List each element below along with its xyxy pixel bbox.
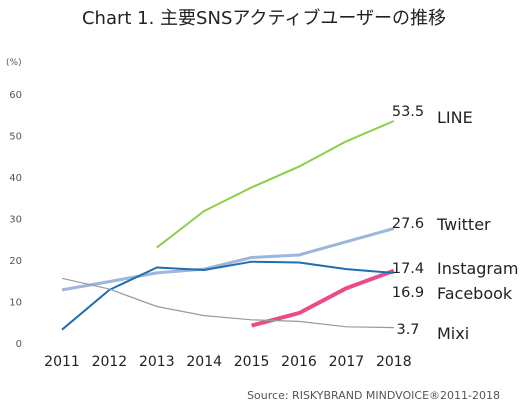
source-note: Source: RISKYBRAND MINDVOICE®2011-2018 bbox=[247, 389, 500, 402]
y-tick-label: 20 bbox=[9, 256, 22, 267]
y-tick-label: 50 bbox=[9, 132, 22, 143]
x-tick-label: 2016 bbox=[281, 354, 317, 370]
x-tick-label: 2017 bbox=[329, 354, 365, 370]
x-tick-label: 2011 bbox=[44, 354, 80, 370]
series-line-twitter bbox=[61, 227, 395, 292]
x-tick-label: 2013 bbox=[139, 354, 175, 370]
y-unit-label: (%) bbox=[6, 58, 22, 68]
series-line-mixi bbox=[61, 277, 394, 329]
series-name-line: LINE bbox=[437, 108, 473, 127]
y-tick-label: 30 bbox=[9, 215, 22, 226]
series-name-instagram: Instagram bbox=[437, 259, 518, 278]
end-value-line: 53.5 bbox=[392, 104, 424, 120]
series-name-mixi: Mixi bbox=[437, 324, 469, 343]
y-tick-label: 40 bbox=[9, 173, 22, 184]
y-axis-ticks: 0 10 20 30 40 50 60 bbox=[9, 90, 22, 350]
series-name-twitter: Twitter bbox=[436, 215, 491, 234]
y-tick-label: 0 bbox=[16, 339, 22, 350]
series-lines bbox=[61, 120, 395, 331]
series-line-instagram bbox=[251, 268, 395, 328]
y-tick-label: 60 bbox=[9, 90, 22, 101]
end-value-mixi: 3.7 bbox=[396, 322, 419, 338]
end-value-labels: 53.5 27.6 17.4 16.9 3.7 bbox=[392, 104, 424, 338]
x-tick-label: 2014 bbox=[186, 354, 222, 370]
end-value-twitter: 27.6 bbox=[392, 216, 424, 232]
x-tick-label: 2015 bbox=[234, 354, 270, 370]
y-tick-label: 10 bbox=[9, 298, 22, 309]
x-axis-ticks: 2011 2012 2013 2014 2015 2016 2017 2018 bbox=[44, 354, 411, 370]
series-line-line bbox=[156, 120, 395, 249]
end-value-facebook: 16.9 bbox=[392, 285, 424, 301]
end-value-instagram: 17.4 bbox=[392, 261, 424, 277]
series-name-facebook: Facebook bbox=[437, 284, 513, 303]
x-tick-label: 2018 bbox=[376, 354, 412, 370]
series-line-facebook bbox=[61, 260, 394, 331]
chart-title: Chart 1. 主要SNSアクティブユーザーの推移 bbox=[82, 7, 446, 29]
x-tick-label: 2012 bbox=[92, 354, 128, 370]
series-name-labels: LINE Twitter Instagram Facebook Mixi bbox=[436, 108, 518, 343]
